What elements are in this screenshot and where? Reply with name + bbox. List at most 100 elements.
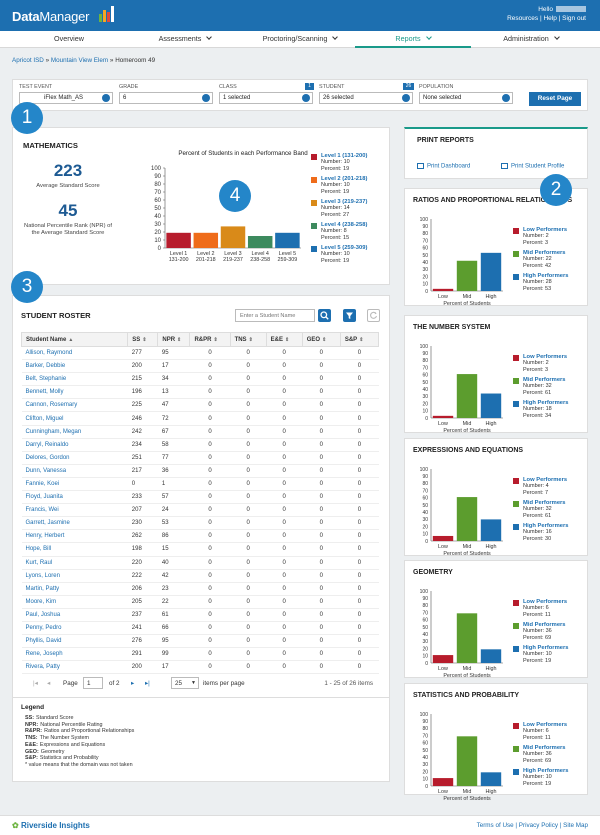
- nav-administration[interactable]: Administration: [485, 31, 577, 48]
- student-name-link[interactable]: Allison, Raymond: [21, 346, 128, 361]
- x-tick-label: 219-237: [223, 257, 243, 263]
- legend-name[interactable]: High Performers: [523, 645, 569, 651]
- y-tick-label: 100: [420, 344, 429, 350]
- breadcrumb-district[interactable]: Apricot ISD: [12, 57, 44, 64]
- reset-page-button[interactable]: Reset Page: [529, 92, 581, 106]
- legend-name[interactable]: Mid Performers: [523, 377, 566, 383]
- student-name-link[interactable]: Belt, Stephanie: [21, 372, 128, 387]
- y-tick-label: 60: [154, 198, 161, 204]
- site-map-link[interactable]: Site Map: [563, 822, 588, 829]
- column-header[interactable]: SS ⇕: [127, 332, 159, 347]
- legend-name[interactable]: Level 4 (238-258): [321, 222, 368, 228]
- print-dashboard-link[interactable]: Print Dashboard: [417, 163, 470, 170]
- privacy-policy-link[interactable]: Privacy Policy: [518, 822, 558, 829]
- nav-reports[interactable]: Reports: [355, 31, 471, 48]
- sign-out-link[interactable]: Sign out: [562, 15, 586, 22]
- legend-name[interactable]: Low Performers: [523, 722, 568, 728]
- student-name-link[interactable]: Henry, Herbert: [21, 529, 128, 544]
- student-name-link[interactable]: Kurt, Raul: [21, 556, 128, 570]
- first-page-icon[interactable]: |◂: [33, 680, 38, 687]
- table-cell: 0: [302, 634, 341, 649]
- legend-name[interactable]: High Performers: [523, 400, 569, 406]
- nav-assessments[interactable]: Assessments: [140, 31, 230, 48]
- student-name-link[interactable]: Barker, Debbie: [21, 359, 128, 374]
- student-name-link[interactable]: Hope, Bill: [21, 542, 128, 557]
- legend-name[interactable]: Mid Performers: [523, 622, 566, 628]
- last-page-icon[interactable]: ▸|: [145, 680, 150, 687]
- table-row: Belt, Stephanie 215 34 0 0 0 0 0: [21, 372, 379, 387]
- column-header[interactable]: E&E ⇕: [265, 332, 303, 347]
- legend-name[interactable]: Level 3 (219-237): [321, 199, 368, 205]
- performance-band-bar: [193, 232, 219, 248]
- print-student-profile-link[interactable]: Print Student Profile: [501, 163, 564, 170]
- student-name-link[interactable]: Rivera, Patty: [21, 660, 128, 675]
- student-name-link[interactable]: Martin, Patty: [21, 582, 128, 596]
- legend-name[interactable]: Mid Performers: [523, 500, 566, 506]
- test-event-select[interactable]: iFlex Math_AS: [19, 92, 113, 104]
- legend-name[interactable]: High Performers: [523, 273, 569, 279]
- table-cell: 0: [189, 398, 231, 413]
- column-header[interactable]: R&PR ⇕: [189, 332, 231, 347]
- student-name-link[interactable]: Paul, Joshua: [21, 608, 128, 622]
- student-name-link[interactable]: Clifton, Miguel: [21, 411, 128, 426]
- datamanager-logo[interactable]: DataManager: [12, 9, 90, 24]
- hello-text: Hello: [538, 6, 553, 13]
- student-name-link[interactable]: Rene, Joseph: [21, 647, 128, 662]
- legend-name[interactable]: High Performers: [523, 768, 569, 774]
- filter-button[interactable]: [343, 309, 356, 322]
- breadcrumb-school[interactable]: Mountain View Elem: [50, 57, 109, 64]
- nav-proctoring-scanning[interactable]: Proctoring/Scanning: [250, 31, 350, 48]
- column-header[interactable]: NPR ⇕: [157, 332, 191, 347]
- population-select[interactable]: None selected: [419, 92, 513, 104]
- legend-name[interactable]: Level 1 (131-200): [321, 153, 368, 159]
- next-page-icon[interactable]: ▸: [131, 680, 135, 687]
- grade-select[interactable]: 6: [119, 92, 213, 104]
- legend-name[interactable]: Level 5 (259-309): [321, 245, 368, 251]
- items-per-page-select[interactable]: 25 ▼: [171, 677, 199, 689]
- table-cell: 0: [266, 529, 303, 544]
- table-cell: 0: [340, 647, 379, 662]
- table-cell: 0: [266, 660, 303, 675]
- student-name-link[interactable]: Francis, Wei: [21, 503, 128, 518]
- student-name-link[interactable]: Floyd, Juanita: [21, 490, 128, 505]
- legend-name[interactable]: Low Performers: [523, 354, 568, 360]
- student-select[interactable]: 26 selected: [319, 92, 413, 104]
- refresh-button[interactable]: [367, 309, 380, 322]
- student-name-link[interactable]: Penny, Pedro: [21, 621, 128, 636]
- legend-name[interactable]: Level 2 (201-218): [321, 176, 368, 182]
- legend-name[interactable]: Low Performers: [523, 477, 568, 483]
- column-header[interactable]: GEO ⇕: [301, 332, 341, 347]
- prev-page-icon[interactable]: ◂: [47, 680, 51, 687]
- legend-name[interactable]: Low Performers: [523, 227, 568, 233]
- student-name-link[interactable]: Cunningham, Megan: [21, 425, 128, 439]
- page-number-input[interactable]: 1: [83, 677, 103, 689]
- student-name-link[interactable]: Cannon, Rosemary: [21, 398, 128, 413]
- student-name-link[interactable]: Fannie, Koei: [21, 477, 128, 492]
- student-name-link[interactable]: Delores, Gordon: [21, 451, 128, 465]
- student-name-link[interactable]: Phyllis, David: [21, 634, 128, 649]
- student-name-link[interactable]: Moore, Kim: [21, 595, 128, 609]
- search-button[interactable]: [318, 309, 331, 322]
- y-tick-label: 50: [422, 625, 428, 631]
- terms-of-use-link[interactable]: Terms of Use: [476, 822, 514, 829]
- class-select[interactable]: 1 selected: [219, 92, 313, 104]
- column-header[interactable]: TNS ⇕: [229, 332, 267, 347]
- legend-name[interactable]: Low Performers: [523, 599, 568, 605]
- student-name-link[interactable]: Garrett, Jasmine: [21, 516, 128, 531]
- nav-overview[interactable]: Overview: [54, 34, 84, 43]
- riverside-logo-icon: ✿: [12, 821, 19, 830]
- legend-name[interactable]: Mid Performers: [523, 250, 566, 256]
- student-name-link[interactable]: Dunn, Vanessa: [21, 464, 128, 478]
- column-header[interactable]: Student Name ▲: [20, 332, 129, 347]
- legend-name[interactable]: High Performers: [523, 523, 569, 529]
- student-name-link[interactable]: Bennett, Molly: [21, 385, 128, 400]
- student-search-input[interactable]: [235, 309, 315, 322]
- column-header[interactable]: S&P ⇕: [339, 332, 380, 347]
- legend-name[interactable]: Mid Performers: [523, 745, 566, 751]
- help-link[interactable]: Help: [543, 15, 557, 22]
- student-name-link[interactable]: Lyons, Loren: [21, 569, 128, 583]
- legend-entry: Mid Performers Number: 32 Percent: 61: [523, 377, 566, 396]
- legend-entry: Low Performers Number: 2 Percent: 3: [523, 227, 567, 246]
- student-name-link[interactable]: Darryl, Reinaldo: [21, 438, 128, 452]
- resources-link[interactable]: Resources: [507, 15, 539, 22]
